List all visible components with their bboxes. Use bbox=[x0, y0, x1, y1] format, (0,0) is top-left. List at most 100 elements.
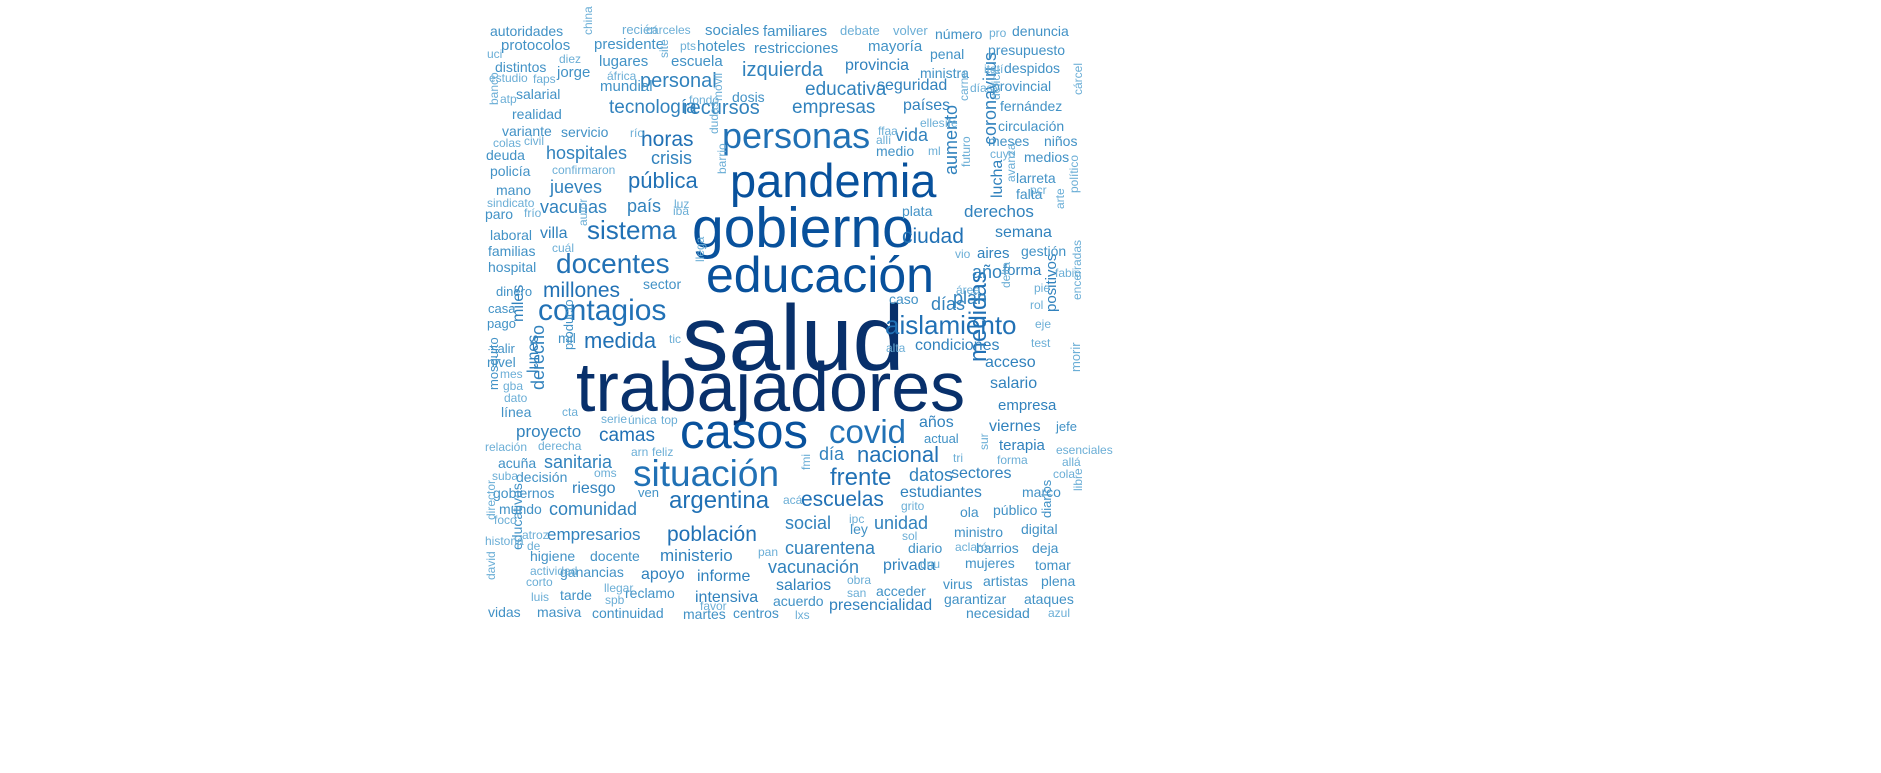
word-171: ven bbox=[638, 485, 659, 500]
word-12: aislamiento bbox=[885, 310, 1017, 340]
word-42: vacunación bbox=[768, 557, 860, 577]
word-138: continuidad bbox=[592, 605, 664, 621]
word-222: fabio bbox=[1055, 266, 1082, 280]
word-273: lxs bbox=[795, 608, 810, 622]
word-112: penal bbox=[930, 46, 965, 62]
word-107: sector bbox=[643, 276, 682, 292]
word-74: apoyo bbox=[641, 566, 685, 583]
word-260: de bbox=[527, 539, 541, 553]
word-148: artistas bbox=[983, 573, 1029, 589]
word-13: sistema bbox=[587, 215, 677, 245]
word-176: cárceles bbox=[646, 23, 691, 37]
word-39: cuarentena bbox=[785, 538, 876, 558]
word-77: villa bbox=[540, 225, 568, 242]
word-57: estudiantes bbox=[900, 484, 982, 501]
word-164: salir bbox=[491, 341, 515, 356]
word-161: actual bbox=[924, 431, 959, 446]
word-206: cuyo bbox=[990, 147, 1016, 161]
word-21: ciudad bbox=[902, 225, 964, 248]
word-62: informe bbox=[697, 568, 751, 585]
word-58: sectores bbox=[951, 465, 1012, 482]
word-230: alta bbox=[886, 341, 906, 355]
word-180: china bbox=[581, 6, 595, 35]
word-81: empresa bbox=[998, 397, 1057, 414]
word-209: futuro bbox=[959, 136, 973, 167]
word-263: pan bbox=[758, 545, 779, 559]
word-25: camas bbox=[599, 425, 655, 446]
word-181: uci bbox=[487, 47, 503, 61]
word-211: pcr bbox=[1030, 183, 1047, 197]
word-27: izquierda bbox=[742, 59, 824, 81]
word-249: allá bbox=[1062, 455, 1081, 469]
word-187: estudio bbox=[489, 71, 528, 85]
word-124: falta bbox=[1016, 186, 1043, 202]
word-173: producto bbox=[561, 299, 576, 350]
word-154: deja bbox=[1032, 540, 1059, 556]
word-49: derechos bbox=[964, 202, 1034, 221]
word-66: condiciones bbox=[915, 337, 1000, 354]
word-36: país bbox=[627, 196, 662, 216]
word-144: acceder bbox=[876, 583, 926, 599]
word-48: año bbox=[972, 262, 1003, 282]
word-268: spb bbox=[605, 593, 625, 607]
word-252: suba bbox=[492, 469, 519, 483]
word-34: jueves bbox=[550, 177, 603, 197]
word-72: viernes bbox=[989, 418, 1041, 435]
word-235: cta bbox=[562, 405, 579, 419]
word-47: plan bbox=[953, 288, 988, 308]
word-87: sociales bbox=[705, 22, 760, 39]
word-94: autoridades bbox=[490, 23, 564, 39]
word-238: top bbox=[661, 413, 678, 427]
word-170: ley bbox=[850, 521, 868, 537]
word-265: actividad bbox=[530, 564, 578, 578]
word-90: mayoría bbox=[868, 38, 923, 55]
word-92: presidente bbox=[594, 36, 665, 53]
word-223: delta bbox=[999, 261, 1013, 288]
word-76: presencialidad bbox=[829, 597, 933, 614]
word-247: forma bbox=[997, 453, 1028, 467]
word-51: vida bbox=[895, 125, 929, 145]
word-177: debate bbox=[840, 23, 880, 38]
word-229: tic bbox=[669, 332, 681, 346]
word-274: azul bbox=[1048, 606, 1071, 620]
word-67: semana bbox=[995, 224, 1052, 241]
word-125: gestión bbox=[1021, 243, 1067, 259]
word-145: garantizar bbox=[944, 591, 1007, 607]
word-224: área bbox=[956, 283, 981, 297]
word-65: años bbox=[919, 414, 954, 431]
word-212: político bbox=[1067, 154, 1081, 193]
word-139: masiva bbox=[537, 604, 582, 620]
word-126: caso bbox=[889, 291, 919, 307]
word-264: david bbox=[484, 551, 498, 580]
word-227: eje bbox=[1035, 317, 1052, 331]
word-86: jorge bbox=[557, 64, 591, 81]
word-131: gobiernos bbox=[493, 485, 555, 501]
word-128: línea bbox=[501, 404, 532, 420]
word-108: dosis bbox=[732, 89, 765, 105]
word-241: arn bbox=[631, 445, 649, 459]
word-106: hospital bbox=[488, 259, 537, 275]
word-225: pie bbox=[1034, 281, 1051, 295]
word-195: déficit bbox=[989, 68, 1003, 100]
word-146: necesidad bbox=[966, 605, 1030, 621]
word-40: social bbox=[785, 513, 832, 533]
word-261: sol bbox=[902, 529, 918, 543]
word-199: ffaa bbox=[878, 124, 898, 138]
word-202: colas bbox=[493, 136, 522, 150]
word-54: empresarios bbox=[547, 525, 641, 544]
word-129: acuña bbox=[498, 455, 537, 471]
word-162: jefe bbox=[1056, 419, 1077, 434]
word-55: ministerio bbox=[660, 546, 733, 565]
word-117: provincial bbox=[992, 78, 1052, 94]
word-271: san bbox=[847, 586, 867, 600]
word-96: salarial bbox=[516, 86, 561, 102]
word-160: marco bbox=[1022, 484, 1061, 500]
word-182: diez bbox=[559, 52, 582, 66]
word-228: encerradas bbox=[1070, 239, 1084, 300]
word-110: plata bbox=[902, 203, 933, 219]
word-266: corto bbox=[526, 575, 553, 589]
word-218: autor bbox=[576, 198, 590, 226]
word-143: acuerdo bbox=[773, 593, 824, 609]
word-15: frente bbox=[830, 464, 892, 491]
word-178: volver bbox=[893, 23, 928, 38]
